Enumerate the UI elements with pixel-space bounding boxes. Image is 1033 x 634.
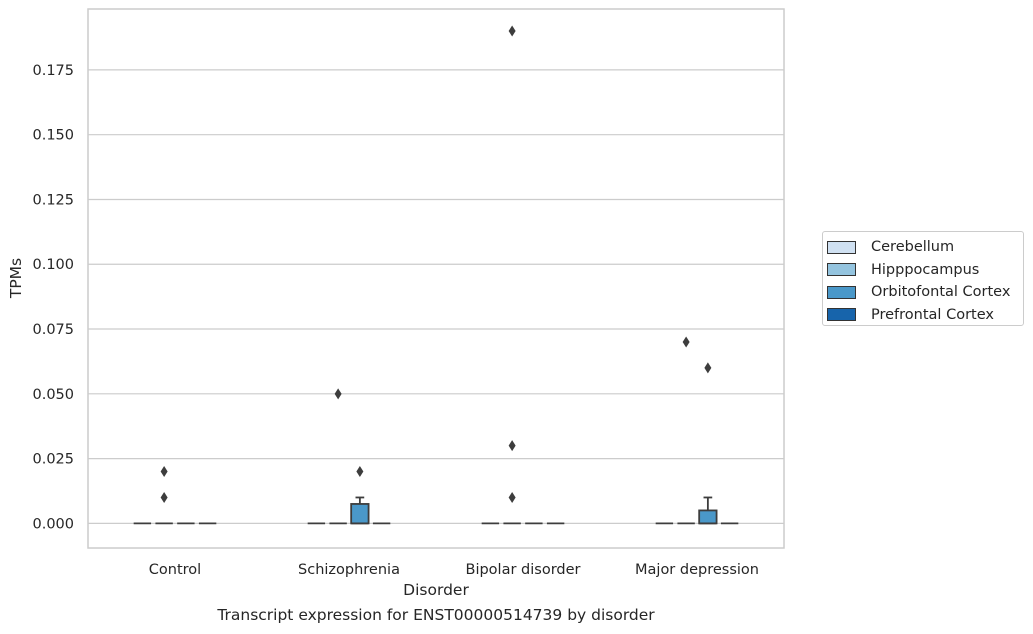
legend: Cerebellum Hipppocampus Orbitofontal Cor… xyxy=(822,231,1024,326)
y-tick-label: 0.175 xyxy=(32,63,74,79)
legend-label: Cerebellum xyxy=(871,239,955,256)
y-tick-label: 0.150 xyxy=(32,128,74,144)
box xyxy=(350,503,370,525)
outlier-point xyxy=(356,466,364,478)
y-tick-label: 0.100 xyxy=(32,257,74,273)
x-tick-labels: Control Schizophrenia Bipolar disorder Majo… xyxy=(149,562,759,578)
y-tick-label: 0.125 xyxy=(32,192,74,208)
outlier-point xyxy=(160,466,168,478)
y-tick-label: 0.000 xyxy=(32,516,74,532)
outlier-point xyxy=(704,362,712,374)
x-tick-label: Major depression xyxy=(635,562,759,578)
outlier-point xyxy=(508,491,516,503)
plot-frame xyxy=(87,8,785,549)
y-tick-label: 0.025 xyxy=(32,452,74,468)
x-tick-label: Control xyxy=(149,562,201,578)
gridlines xyxy=(88,69,784,524)
legend-item-prefrontal-cortex: Prefrontal Cortex xyxy=(827,304,1023,327)
y-tick-label: 0.050 xyxy=(32,387,74,403)
legend-item-orbitofrontal-cortex: Orbitofontal Cortex xyxy=(827,281,1023,304)
box-layer xyxy=(133,496,739,525)
outlier-point xyxy=(508,440,516,452)
outlier-point xyxy=(160,491,168,503)
y-axis-title: TPMs xyxy=(7,258,25,299)
legend-label: Hipppocampus xyxy=(871,261,980,278)
x-axis-title: Disorder xyxy=(403,581,469,599)
legend-label: Prefrontal Cortex xyxy=(871,306,994,323)
legend-swatch xyxy=(827,308,856,322)
x-tick-label: Bipolar disorder xyxy=(466,562,581,578)
legend-item-hippocampus: Hipppocampus xyxy=(827,259,1023,282)
y-tick-labels: 0.000 0.025 0.050 0.075 0.100 0.125 0.150 0.175 xyxy=(32,63,74,532)
outlier-point xyxy=(682,336,690,348)
x-tick-label: Schizophrenia xyxy=(298,562,400,578)
outlier-point xyxy=(508,25,516,37)
legend-swatch xyxy=(827,285,856,299)
legend-swatch xyxy=(827,240,856,254)
outlier-layer xyxy=(160,25,712,503)
outlier-point xyxy=(334,388,342,400)
box xyxy=(698,509,718,525)
legend-swatch xyxy=(827,263,856,277)
y-tick-label: 0.075 xyxy=(32,322,74,338)
chart-caption: Transcript expression for ENST0000051473… xyxy=(217,606,655,624)
legend-label: Orbitofontal Cortex xyxy=(871,284,1011,301)
legend-item-cerebellum: Cerebellum xyxy=(827,236,1023,259)
